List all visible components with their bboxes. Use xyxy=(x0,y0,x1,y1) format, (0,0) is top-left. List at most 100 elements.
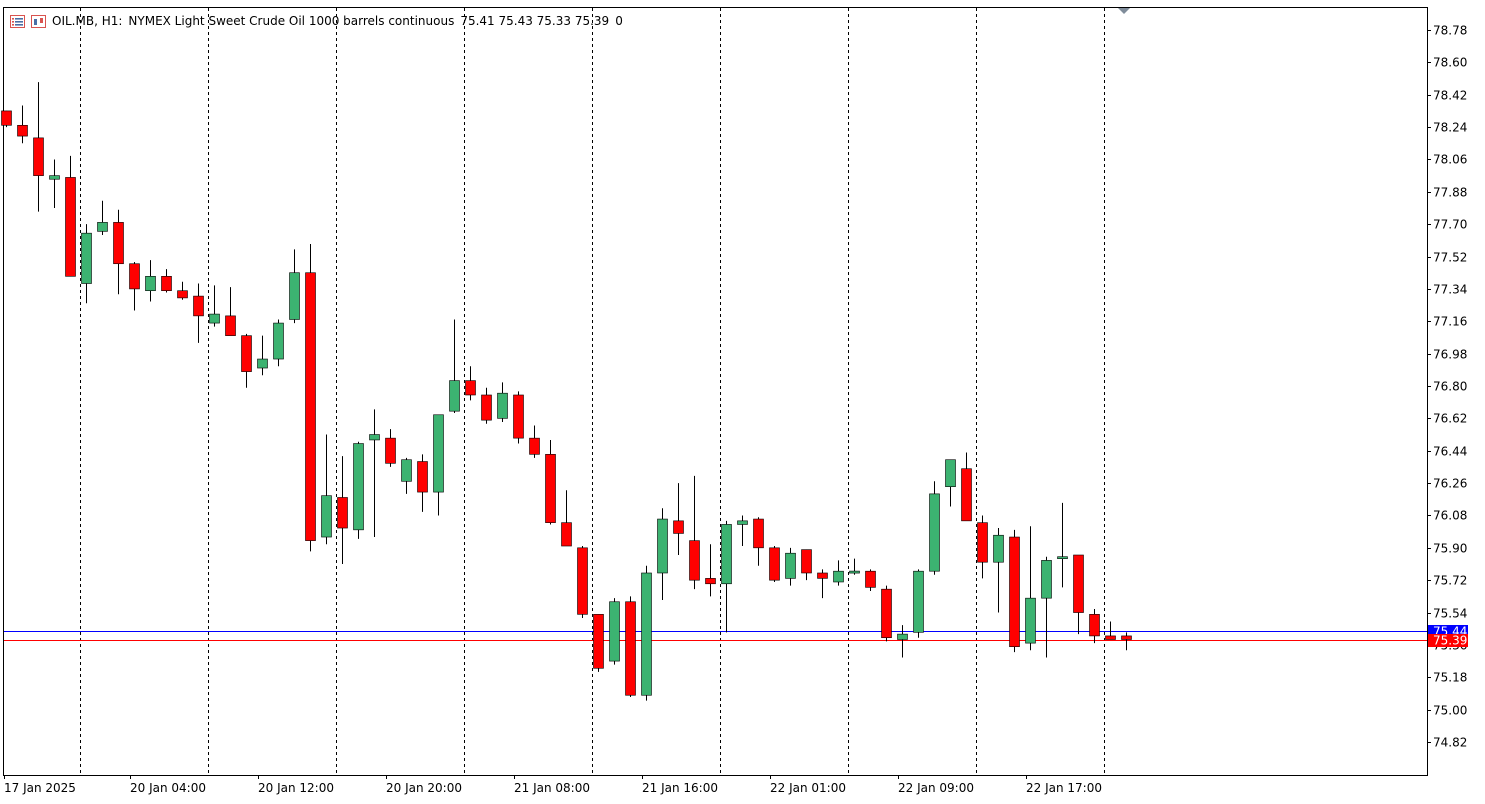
bear-candle[interactable] xyxy=(593,614,604,672)
bull-candle[interactable] xyxy=(737,515,748,547)
x-tick-label: 22 Jan 17:00 xyxy=(1026,781,1102,795)
bear-candle[interactable] xyxy=(193,283,204,343)
bear-candle[interactable] xyxy=(465,366,476,401)
bull-candle[interactable] xyxy=(945,459,956,507)
y-tick-label: 75.18 xyxy=(1433,671,1467,685)
bull-candle[interactable] xyxy=(929,481,940,575)
bear-candle[interactable] xyxy=(801,549,812,581)
y-tick-label: 78.06 xyxy=(1433,153,1467,167)
bull-candle[interactable] xyxy=(97,200,108,235)
bull-candle[interactable] xyxy=(433,414,444,516)
bear-candle[interactable] xyxy=(1089,608,1100,644)
bull-candle[interactable] xyxy=(449,319,460,413)
bear-candle[interactable] xyxy=(545,439,556,525)
bull-candle[interactable] xyxy=(1025,526,1036,651)
bull-candle[interactable] xyxy=(1057,502,1068,588)
bear-candle[interactable] xyxy=(337,456,348,564)
candle-body xyxy=(689,540,700,581)
candle-body xyxy=(1041,560,1052,599)
bear-candle[interactable] xyxy=(177,281,188,300)
bull-candle[interactable] xyxy=(353,441,364,539)
bull-candle[interactable] xyxy=(849,558,860,575)
bear-candle[interactable] xyxy=(305,243,316,552)
bull-candle[interactable] xyxy=(49,159,60,208)
bear-candle[interactable] xyxy=(417,454,428,512)
bear-candle[interactable] xyxy=(705,544,716,597)
candle-body xyxy=(993,534,1004,563)
bull-candle[interactable] xyxy=(721,520,732,633)
y-tick-label: 76.98 xyxy=(1433,348,1467,362)
bear-candle[interactable] xyxy=(33,82,44,212)
bear-candle[interactable] xyxy=(1105,621,1116,640)
bull-candle[interactable] xyxy=(897,625,908,658)
bear-candle[interactable] xyxy=(625,596,636,698)
bear-candle[interactable] xyxy=(17,105,28,144)
bear-candle[interactable] xyxy=(1073,554,1084,635)
bear-candle[interactable] xyxy=(1121,632,1132,651)
bear-candle[interactable] xyxy=(673,483,684,556)
bull-candle[interactable] xyxy=(497,382,508,422)
y-tick-label: 76.08 xyxy=(1433,509,1467,523)
bull-candle[interactable] xyxy=(641,565,652,701)
bull-candle[interactable] xyxy=(785,547,796,586)
bull-candle[interactable] xyxy=(289,249,300,324)
candle-body xyxy=(129,263,140,290)
bull-candle[interactable] xyxy=(209,285,220,327)
bear-candle[interactable] xyxy=(1,110,12,128)
bull-candle[interactable] xyxy=(369,409,380,538)
y-tick-label: 75.90 xyxy=(1433,542,1467,556)
candle-body xyxy=(241,335,252,372)
bear-candle[interactable] xyxy=(561,490,572,547)
bear-candle[interactable] xyxy=(881,585,892,642)
candle-body xyxy=(961,468,972,522)
bull-candle[interactable] xyxy=(993,528,1004,613)
bull-candle[interactable] xyxy=(1041,556,1052,658)
y-tick-label: 78.78 xyxy=(1433,24,1467,38)
candle-body xyxy=(561,522,572,547)
bear-candle[interactable] xyxy=(241,333,252,388)
candle-body xyxy=(609,601,620,662)
bear-candle[interactable] xyxy=(225,287,236,336)
candle-body xyxy=(593,614,604,669)
y-tick-label: 76.62 xyxy=(1433,412,1467,426)
bear-candle[interactable] xyxy=(513,391,524,444)
bull-candle[interactable] xyxy=(609,598,620,665)
y-tick-label: 75.54 xyxy=(1433,607,1467,621)
bull-candle[interactable] xyxy=(321,434,332,545)
bear-candle[interactable] xyxy=(689,475,700,590)
bear-candle[interactable] xyxy=(769,546,780,582)
y-tick-label: 76.44 xyxy=(1433,445,1467,459)
bear-candle[interactable] xyxy=(129,261,140,311)
bull-candle[interactable] xyxy=(833,560,844,586)
list-icon[interactable] xyxy=(10,14,25,28)
candle-body xyxy=(769,547,780,581)
bull-candle[interactable] xyxy=(657,508,668,600)
bear-candle[interactable] xyxy=(481,387,492,424)
bull-candle[interactable] xyxy=(913,569,924,638)
chart-window-icon[interactable] xyxy=(31,14,46,28)
candle-body xyxy=(721,524,732,585)
candle-body xyxy=(81,232,92,284)
volume-value: 0 xyxy=(615,14,623,28)
bull-candle[interactable] xyxy=(401,457,412,494)
bull-candle[interactable] xyxy=(145,260,156,302)
bear-candle[interactable] xyxy=(977,515,988,579)
bear-candle[interactable] xyxy=(65,155,76,277)
bear-candle[interactable] xyxy=(753,517,764,566)
candle-body xyxy=(1,110,12,126)
bear-candle[interactable] xyxy=(161,269,172,293)
bear-candle[interactable] xyxy=(865,569,876,591)
bear-candle[interactable] xyxy=(1009,529,1020,653)
bull-candle[interactable] xyxy=(273,319,284,367)
bear-candle[interactable] xyxy=(113,209,124,295)
scroll-marker-icon[interactable] xyxy=(1118,8,1130,14)
bear-candle[interactable] xyxy=(385,429,396,467)
bear-candle[interactable] xyxy=(961,452,972,522)
bear-candle[interactable] xyxy=(577,546,588,618)
bear-candle[interactable] xyxy=(529,425,540,458)
bear-candle[interactable] xyxy=(817,569,828,599)
bull-candle[interactable] xyxy=(257,335,268,376)
bull-candle[interactable] xyxy=(81,224,92,304)
